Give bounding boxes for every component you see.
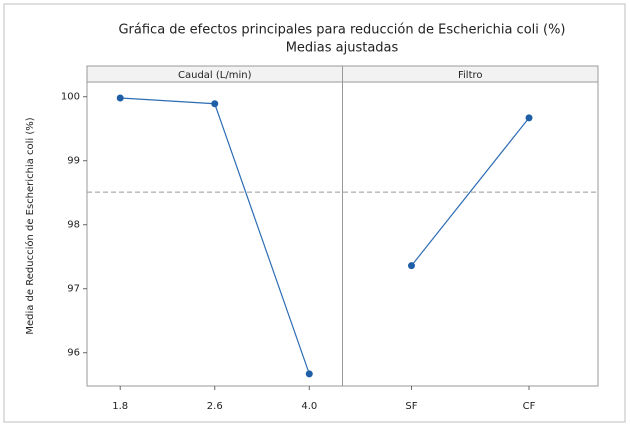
effect-line — [411, 117, 530, 267]
y-tick-label: 97 — [67, 284, 80, 295]
x-tick-label: 2.6 — [207, 401, 223, 412]
panel-title: Caudal (L/min) — [178, 70, 252, 81]
y-tick-label: 98 — [67, 220, 80, 231]
chart-title: Gráfica de efectos principales para redu… — [118, 23, 565, 38]
y-tick-label: 96 — [67, 348, 80, 359]
x-tick-label: 1.8 — [112, 401, 128, 412]
point — [305, 370, 313, 378]
point — [407, 262, 415, 270]
panel-title: Filtro — [458, 70, 483, 81]
x-tick-label: SF — [405, 401, 417, 412]
point — [525, 114, 533, 122]
x-tick-label: CF — [523, 401, 536, 412]
y-axis-label: Media de Reducción de Escherichia coli (… — [24, 117, 36, 334]
x-tick-label: 4.0 — [301, 401, 317, 412]
panel — [342, 81, 599, 387]
y-tick-label: 100 — [61, 92, 80, 103]
chart-subtitle: Medias ajustadas — [286, 41, 399, 56]
point — [211, 100, 219, 108]
point — [116, 94, 124, 102]
y-tick-label: 99 — [67, 156, 80, 167]
